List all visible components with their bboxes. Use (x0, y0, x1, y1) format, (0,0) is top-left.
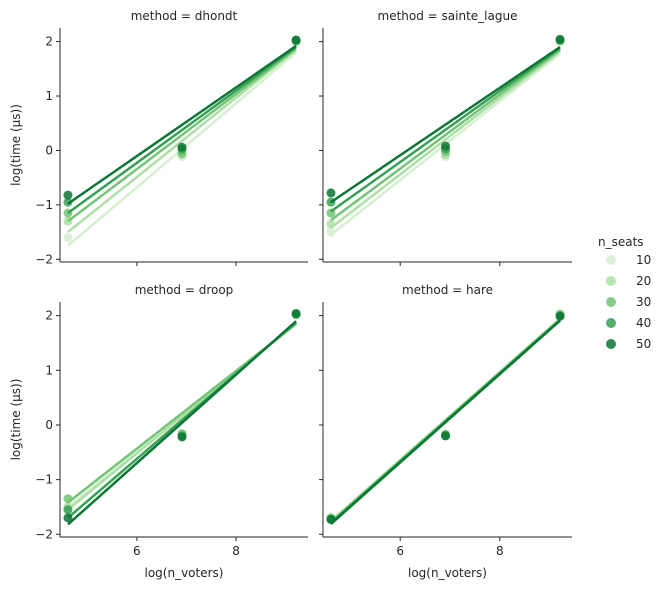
y-tick-label: −1 (35, 473, 53, 487)
y-axis-label: log(time (μs)) (9, 379, 23, 461)
legend-label-50: 50 (636, 337, 651, 351)
data-point-n-seats-50 (555, 34, 565, 44)
data-point-n-seats-10 (63, 233, 73, 243)
y-tick-label: 1 (45, 363, 53, 377)
y-tick-label: −2 (35, 527, 53, 541)
x-axis-label: log(n_voters) (145, 566, 224, 580)
legend-label-20: 20 (636, 274, 651, 288)
regression-line-n-seats-50 (330, 319, 561, 525)
data-point-n-seats-20 (326, 219, 336, 229)
data-point-n-seats-40 (63, 505, 73, 515)
regression-line-n-seats-50 (67, 44, 297, 205)
legend-marker-30 (606, 297, 616, 307)
legend-marker-40 (606, 318, 616, 328)
legend-marker-10 (606, 255, 616, 265)
data-point-n-seats-50 (63, 513, 73, 523)
x-tick-label: 6 (396, 544, 404, 558)
x-tick-label: 8 (232, 544, 240, 558)
y-tick-label: 0 (45, 418, 53, 432)
facet-title-method-hare: method = hare (402, 283, 493, 297)
x-axis-label: log(n_voters) (408, 566, 487, 580)
regression-line-n-seats-50 (330, 46, 561, 204)
data-point-n-seats-50 (177, 142, 187, 152)
data-point-n-seats-10 (326, 227, 336, 237)
legend-marker-50 (606, 339, 616, 349)
regression-line-n-seats-40 (67, 46, 297, 215)
data-point-n-seats-30 (63, 494, 73, 504)
y-tick-label: 1 (45, 89, 53, 103)
data-point-n-seats-50 (291, 308, 301, 318)
x-tick-label: 8 (496, 544, 504, 558)
facet-title-method-droop: method = droop (135, 283, 234, 297)
data-point-n-seats-50 (326, 188, 336, 198)
regression-line-n-seats-40 (330, 47, 561, 213)
x-tick-label: 6 (133, 544, 141, 558)
data-point-n-seats-50 (326, 515, 336, 525)
y-tick-label: −1 (35, 198, 53, 212)
legend-marker-20 (606, 276, 616, 286)
y-axis-label: log(time (μs)) (9, 104, 23, 186)
y-tick-label: 2 (45, 35, 53, 49)
regression-line-n-seats-20 (67, 48, 297, 234)
legend-label-30: 30 (636, 295, 651, 309)
data-point-n-seats-50 (177, 432, 187, 442)
facet-title-method-sainte-lague: method = sainte_lague (378, 9, 518, 23)
regression-line-n-seats-30 (330, 48, 561, 222)
data-point-n-seats-40 (63, 197, 73, 207)
y-tick-label: −2 (35, 252, 53, 266)
regression-line-n-seats-20 (330, 50, 561, 229)
data-point-n-seats-50 (63, 190, 73, 200)
y-tick-label: 0 (45, 143, 53, 157)
legend-label-10: 10 (636, 253, 651, 267)
regression-line-n-seats-30 (67, 47, 297, 223)
legend-label-40: 40 (636, 316, 651, 330)
data-point-n-seats-50 (291, 35, 301, 45)
y-tick-label: 2 (45, 309, 53, 323)
data-point-n-seats-50 (441, 431, 451, 441)
data-point-n-seats-50 (555, 311, 565, 321)
data-point-n-seats-50 (441, 141, 451, 151)
regression-line-n-seats-50 (67, 320, 297, 526)
legend-title: n_seats (598, 235, 644, 249)
facet-title-method-dhondt: method = dhondt (131, 9, 238, 23)
